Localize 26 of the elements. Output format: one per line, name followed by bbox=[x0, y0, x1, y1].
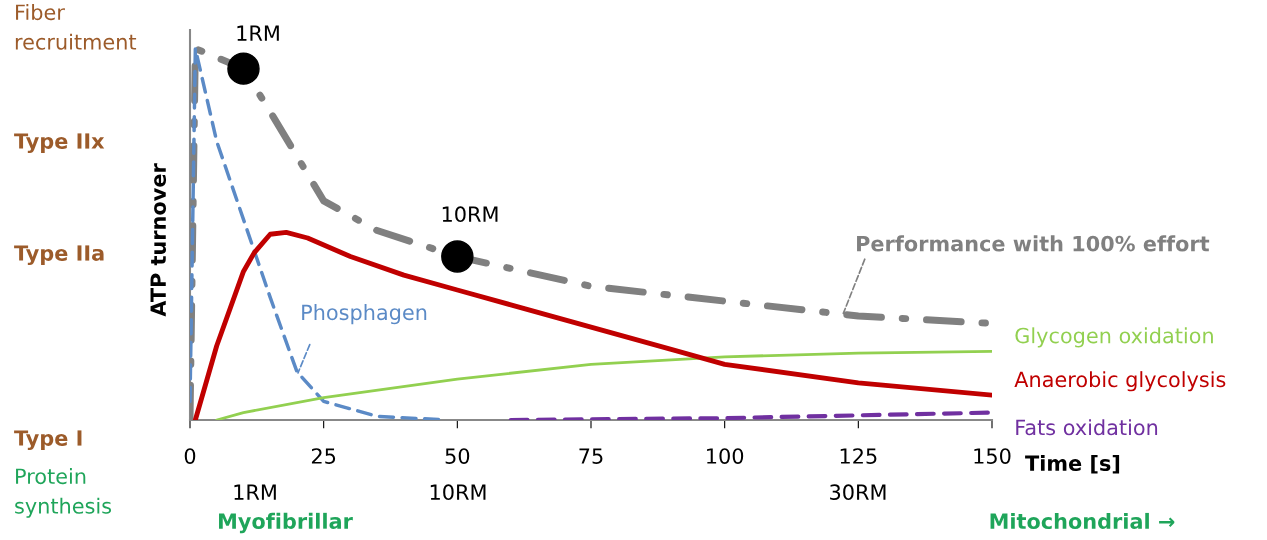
series-label: Glycogen oxidation bbox=[1015, 327, 1213, 348]
text: 10RM bbox=[430, 484, 486, 501]
x-tick-label: 150 bbox=[974, 448, 1011, 464]
y-axis-title: ATP turnover bbox=[150, 163, 167, 317]
series-label: Phosphagen bbox=[302, 304, 427, 325]
text: Type I bbox=[14, 430, 82, 451]
text: 30RM bbox=[830, 484, 886, 501]
text: Fiber recruitment bbox=[15, 4, 137, 50]
x-tick-label: 125 bbox=[840, 448, 877, 464]
x-tick-label: 25 bbox=[311, 448, 336, 464]
text: Mitochondrial → bbox=[990, 512, 1175, 530]
x-tick-label: 100 bbox=[707, 448, 744, 464]
series-label: Fats oxidation bbox=[1016, 419, 1158, 436]
text: Performance with 100% effort bbox=[857, 235, 1210, 252]
x-tick-label: 0 bbox=[184, 448, 196, 464]
text: Type IIx bbox=[14, 133, 105, 154]
annotation: 10RM bbox=[442, 206, 498, 223]
series-label: Anaerobic glycolysis bbox=[1014, 371, 1226, 392]
text: Myofibrillar bbox=[219, 512, 353, 534]
x-axis-title: Time [s] bbox=[1025, 454, 1120, 474]
x-tick-label: 50 bbox=[445, 448, 470, 464]
text: 1RM bbox=[234, 484, 276, 500]
x-tick-label: 75 bbox=[579, 448, 603, 464]
text: Type IIa bbox=[14, 245, 104, 266]
text: Protein synthesis bbox=[15, 468, 112, 518]
text: 1RM bbox=[237, 25, 279, 41]
